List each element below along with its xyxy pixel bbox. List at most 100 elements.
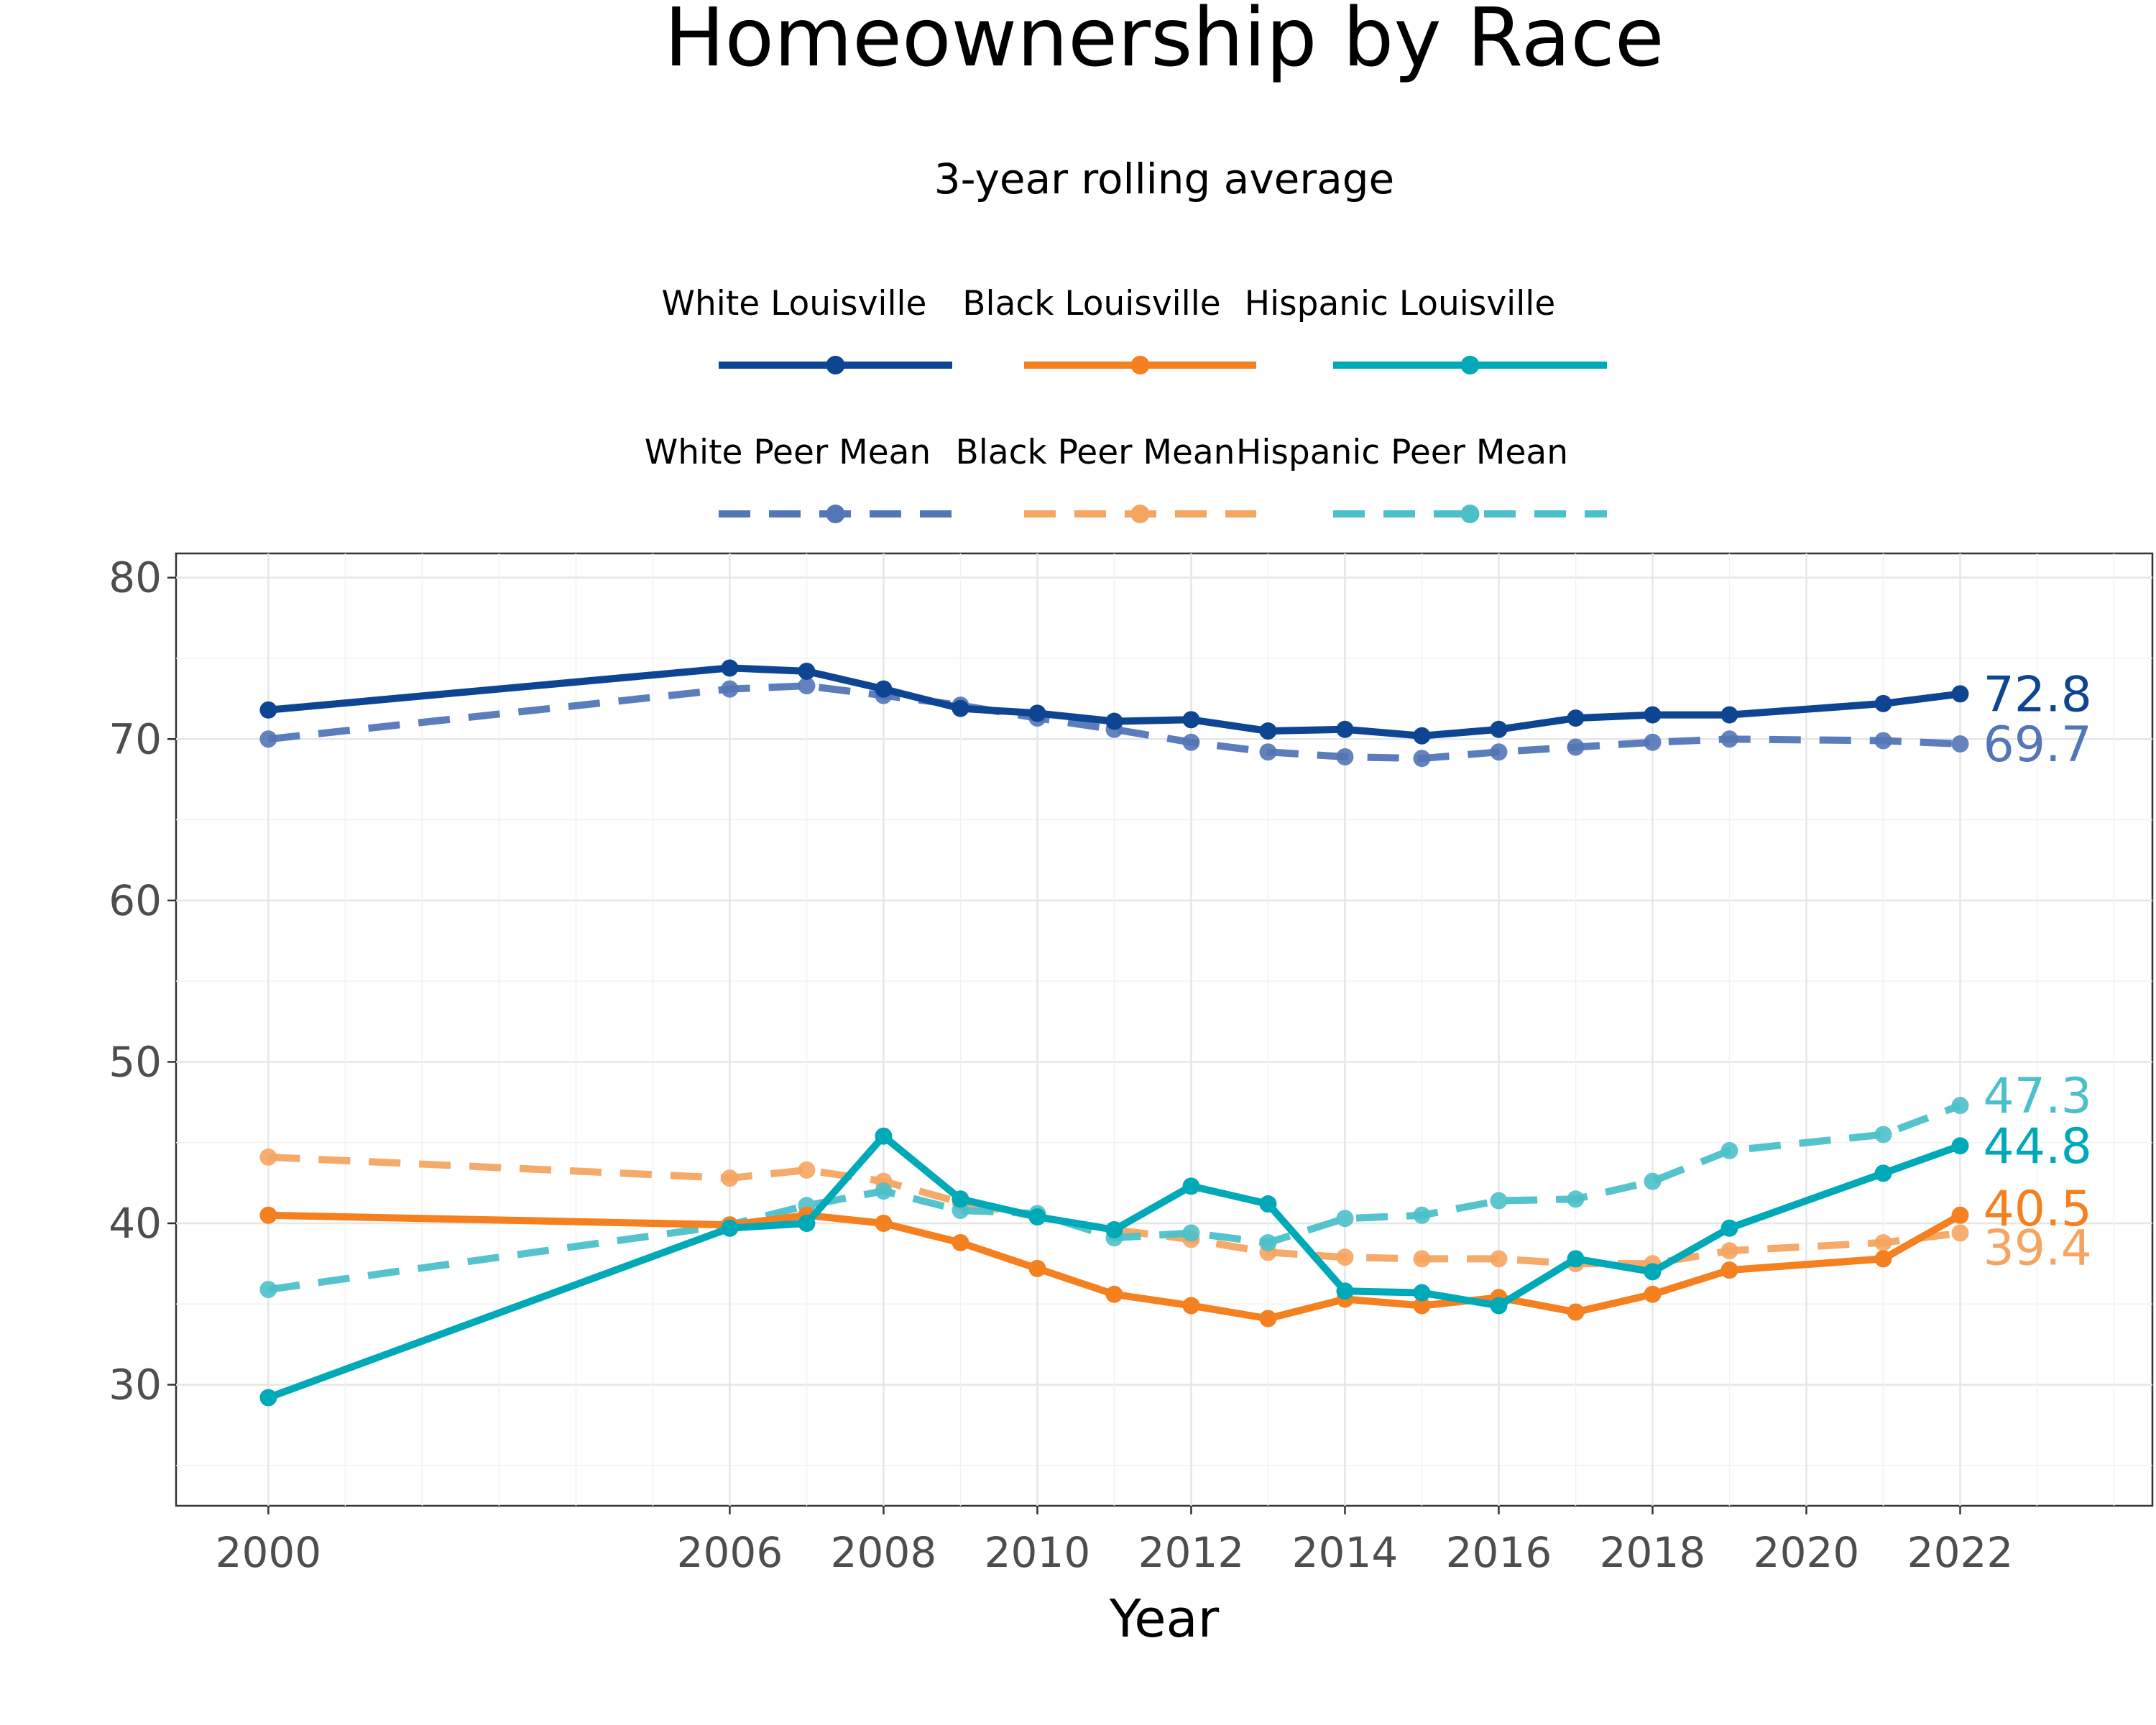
data-point-black-louisville <box>1951 1206 1969 1224</box>
data-point-white-louisville <box>1490 720 1508 738</box>
data-point-hispanic-peer-mean <box>1644 1172 1662 1190</box>
data-point-hispanic-louisville <box>952 1190 969 1208</box>
plot-panel <box>175 552 2154 1507</box>
data-point-hispanic-peer-mean <box>1490 1192 1508 1210</box>
data-point-black-peer-mean <box>1951 1224 1969 1242</box>
x-axis-title: Year <box>1109 1588 1220 1649</box>
data-point-white-peer-mean <box>1336 748 1354 765</box>
data-point-white-peer-mean <box>1644 733 1662 751</box>
legend <box>719 356 1607 523</box>
data-point-hispanic-louisville <box>798 1214 816 1232</box>
data-point-hispanic-louisville <box>1336 1282 1354 1300</box>
data-point-hispanic-louisville <box>721 1219 739 1237</box>
data-point-hispanic-peer-mean <box>259 1281 277 1299</box>
legend-label-black-louisville: Black Louisville <box>962 284 1221 323</box>
data-point-white-peer-mean <box>1259 743 1277 761</box>
data-point-hispanic-louisville <box>1874 1164 1892 1182</box>
data-point-white-peer-mean <box>1951 735 1969 753</box>
legend-swatch-point <box>1130 356 1150 374</box>
data-point-hispanic-louisville <box>1951 1137 1969 1155</box>
data-point-hispanic-louisville <box>1490 1297 1508 1315</box>
data-point-black-louisville <box>1413 1297 1431 1315</box>
end-label-black-louisville: 40.5 <box>1983 1181 2091 1238</box>
y-tick-label: 70 <box>109 714 162 763</box>
data-point-hispanic-louisville <box>875 1127 893 1145</box>
data-point-white-peer-mean <box>259 730 277 748</box>
data-point-white-peer-mean <box>1874 732 1892 750</box>
legend-label-white-peer-mean: White Peer Mean <box>644 433 931 472</box>
end-label-hispanic-peer-mean: 47.3 <box>1983 1068 2091 1125</box>
y-tick-label: 40 <box>109 1199 162 1248</box>
data-point-black-peer-mean <box>1336 1248 1354 1266</box>
data-point-black-louisville <box>1720 1261 1738 1279</box>
data-point-white-louisville <box>1105 712 1123 730</box>
data-point-black-peer-mean <box>798 1161 816 1179</box>
x-tick-label: 2018 <box>1600 1528 1706 1577</box>
data-point-black-louisville <box>1259 1310 1277 1328</box>
end-label-white-louisville: 72.8 <box>1983 666 2091 723</box>
data-point-black-peer-mean <box>1720 1242 1738 1260</box>
data-point-white-louisville <box>1874 694 1892 712</box>
data-point-white-peer-mean <box>1490 743 1508 761</box>
legend-swatch-point <box>1460 356 1480 374</box>
data-point-hispanic-louisville <box>1413 1284 1431 1302</box>
data-point-hispanic-louisville <box>1720 1219 1738 1237</box>
data-point-black-peer-mean <box>1874 1233 1892 1251</box>
data-point-black-louisville <box>875 1214 893 1232</box>
end-label-hispanic-louisville: 44.8 <box>1983 1118 2091 1175</box>
data-point-black-louisville <box>1182 1297 1200 1315</box>
data-point-hispanic-peer-mean <box>875 1182 893 1200</box>
y-tick-label: 80 <box>109 553 162 602</box>
data-point-black-peer-mean <box>1490 1250 1508 1268</box>
y-tick-label: 30 <box>109 1361 162 1409</box>
x-tick-label: 2020 <box>1754 1528 1860 1577</box>
x-tick-label: 2000 <box>216 1528 322 1577</box>
y-tick-label: 60 <box>109 876 162 925</box>
data-point-white-louisville <box>875 680 893 698</box>
data-point-white-louisville <box>259 701 277 719</box>
data-point-hispanic-peer-mean <box>1874 1126 1892 1144</box>
data-point-hispanic-peer-mean <box>1567 1190 1585 1208</box>
data-point-white-peer-mean <box>1413 750 1431 768</box>
x-tick-label: 2014 <box>1292 1528 1399 1577</box>
x-tick-label: 2010 <box>985 1528 1091 1577</box>
data-point-white-louisville <box>952 699 969 717</box>
data-point-black-louisville <box>1874 1250 1892 1268</box>
data-point-hispanic-louisville <box>1105 1220 1123 1238</box>
data-point-hispanic-louisville <box>259 1389 277 1407</box>
y-tick-label: 50 <box>109 1037 162 1086</box>
data-point-white-louisville <box>1567 709 1585 727</box>
axis-ticks: 30 40 50 60 70 80 2000 2006 2008 2010 2012 2014 2016… <box>109 553 2013 1577</box>
data-point-black-louisville <box>1105 1285 1123 1303</box>
data-point-hispanic-louisville <box>1259 1195 1277 1213</box>
series-layer <box>259 659 1969 1407</box>
data-point-white-louisville <box>1028 704 1046 722</box>
data-point-white-louisville <box>1413 727 1431 745</box>
data-point-white-peer-mean <box>1567 738 1585 756</box>
series-hispanic-peer-mean <box>259 1097 1969 1299</box>
data-point-white-louisville <box>1182 711 1200 729</box>
data-point-white-louisville <box>1951 685 1969 703</box>
data-point-white-peer-mean <box>1720 730 1738 748</box>
data-point-hispanic-peer-mean <box>1182 1224 1200 1242</box>
data-point-hispanic-peer-mean <box>1951 1097 1969 1115</box>
data-point-black-peer-mean <box>259 1148 277 1166</box>
data-point-hispanic-louisville <box>1567 1250 1585 1268</box>
data-point-white-peer-mean <box>1182 733 1200 751</box>
data-point-black-louisville <box>259 1206 277 1224</box>
legend-label-hispanic-louisville: Hispanic Louisville <box>1244 284 1556 323</box>
legend-label-black-peer-mean: Black Peer Mean <box>955 433 1235 472</box>
data-point-white-louisville <box>1336 720 1354 738</box>
data-point-hispanic-peer-mean <box>1259 1233 1277 1251</box>
data-point-hispanic-louisville <box>1028 1208 1046 1226</box>
series-white-louisville <box>259 659 1969 745</box>
legend-label-hispanic-peer-mean: Hispanic Peer Mean <box>1236 433 1568 472</box>
legend-swatch-point <box>826 505 845 523</box>
data-point-black-peer-mean <box>721 1169 739 1187</box>
data-point-white-louisville <box>1720 706 1738 724</box>
end-labels: 72.8 40.5 44.8 69.7 39.4 47.3 <box>1983 666 2091 1276</box>
x-tick-label: 2006 <box>677 1528 783 1577</box>
data-point-black-peer-mean <box>1413 1250 1431 1268</box>
legend-label-white-louisville: White Louisville <box>661 284 927 323</box>
